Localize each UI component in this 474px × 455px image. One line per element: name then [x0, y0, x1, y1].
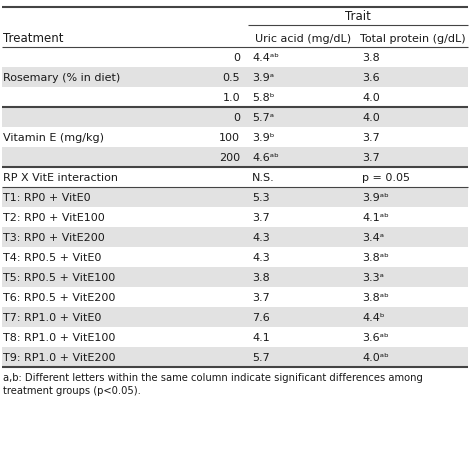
- Bar: [2, 88, 468, 108]
- Text: 4.3: 4.3: [252, 253, 270, 263]
- Text: 3.9ᵇ: 3.9ᵇ: [252, 133, 274, 143]
- Text: 7.6: 7.6: [252, 312, 270, 322]
- Text: Uric acid (mg/dL): Uric acid (mg/dL): [255, 34, 351, 44]
- Text: 5.7: 5.7: [252, 352, 270, 362]
- Text: N.S.: N.S.: [252, 172, 275, 182]
- Text: 3.8ᵃᵇ: 3.8ᵃᵇ: [362, 253, 389, 263]
- Text: 4.6ᵃᵇ: 4.6ᵃᵇ: [252, 153, 279, 162]
- Bar: [2, 268, 468, 288]
- Bar: [2, 248, 468, 268]
- Bar: [2, 167, 468, 187]
- Bar: [2, 148, 468, 167]
- Text: 3.6ᵃᵇ: 3.6ᵃᵇ: [362, 332, 389, 342]
- Text: 4.0ᵃᵇ: 4.0ᵃᵇ: [362, 352, 389, 362]
- Text: T3: RP0 + VitE200: T3: RP0 + VitE200: [3, 233, 105, 243]
- Text: 3.9ᵃ: 3.9ᵃ: [252, 73, 274, 83]
- Text: 3.4ᵃ: 3.4ᵃ: [362, 233, 384, 243]
- Text: T8: RP1.0 + VitE100: T8: RP1.0 + VitE100: [3, 332, 115, 342]
- Text: 3.7: 3.7: [252, 293, 270, 302]
- Text: 3.8ᵃᵇ: 3.8ᵃᵇ: [362, 293, 389, 302]
- Bar: [2, 347, 468, 367]
- Text: 4.3: 4.3: [252, 233, 270, 243]
- Bar: [2, 68, 468, 88]
- Text: 3.7: 3.7: [252, 212, 270, 222]
- Text: 4.0: 4.0: [362, 93, 380, 103]
- Text: 3.6: 3.6: [362, 73, 380, 83]
- Text: Rosemary (% in diet): Rosemary (% in diet): [3, 73, 120, 83]
- Bar: [2, 48, 468, 68]
- Text: 3.7: 3.7: [362, 153, 380, 162]
- Text: T1: RP0 + VitE0: T1: RP0 + VitE0: [3, 192, 91, 202]
- Text: 3.7: 3.7: [362, 133, 380, 143]
- Text: Vitamin E (mg/kg): Vitamin E (mg/kg): [3, 133, 104, 143]
- Text: 0: 0: [233, 113, 240, 123]
- Text: Treatment: Treatment: [3, 32, 64, 46]
- Bar: [2, 187, 468, 207]
- Text: 5.8ᵇ: 5.8ᵇ: [252, 93, 274, 103]
- Text: 4.1: 4.1: [252, 332, 270, 342]
- Text: 3.3ᵃ: 3.3ᵃ: [362, 273, 384, 283]
- Text: T4: RP0.5 + VitE0: T4: RP0.5 + VitE0: [3, 253, 101, 263]
- Text: 100: 100: [219, 133, 240, 143]
- Bar: [2, 327, 468, 347]
- Text: 1.0: 1.0: [222, 93, 240, 103]
- Bar: [2, 307, 468, 327]
- Text: 200: 200: [219, 153, 240, 162]
- Text: 4.4ᵇ: 4.4ᵇ: [362, 312, 384, 322]
- Text: 3.9ᵃᵇ: 3.9ᵃᵇ: [362, 192, 389, 202]
- Text: 4.0: 4.0: [362, 113, 380, 123]
- Text: 3.8: 3.8: [362, 53, 380, 63]
- Bar: [2, 108, 468, 128]
- Text: 4.4ᵃᵇ: 4.4ᵃᵇ: [252, 53, 279, 63]
- Text: 0.5: 0.5: [222, 73, 240, 83]
- Text: T9: RP1.0 + VitE200: T9: RP1.0 + VitE200: [3, 352, 116, 362]
- Text: a,b: Different letters within the same column indicate significant differences a: a,b: Different letters within the same c…: [3, 372, 423, 395]
- Text: T7: RP1.0 + VitE0: T7: RP1.0 + VitE0: [3, 312, 101, 322]
- Bar: [2, 128, 468, 148]
- Text: 4.1ᵃᵇ: 4.1ᵃᵇ: [362, 212, 389, 222]
- Text: T6: RP0.5 + VitE200: T6: RP0.5 + VitE200: [3, 293, 115, 302]
- Bar: [2, 288, 468, 307]
- Text: T2: RP0 + VitE100: T2: RP0 + VitE100: [3, 212, 105, 222]
- Text: p = 0.05: p = 0.05: [362, 172, 410, 182]
- Text: Trait: Trait: [345, 10, 371, 22]
- Text: T5: RP0.5 + VitE100: T5: RP0.5 + VitE100: [3, 273, 115, 283]
- Text: Total protein (g/dL): Total protein (g/dL): [360, 34, 466, 44]
- Bar: [2, 228, 468, 248]
- Text: RP X VitE interaction: RP X VitE interaction: [3, 172, 118, 182]
- Text: 0: 0: [233, 53, 240, 63]
- Text: 5.3: 5.3: [252, 192, 270, 202]
- Bar: [2, 207, 468, 228]
- Text: 3.8: 3.8: [252, 273, 270, 283]
- Text: 5.7ᵃ: 5.7ᵃ: [252, 113, 274, 123]
